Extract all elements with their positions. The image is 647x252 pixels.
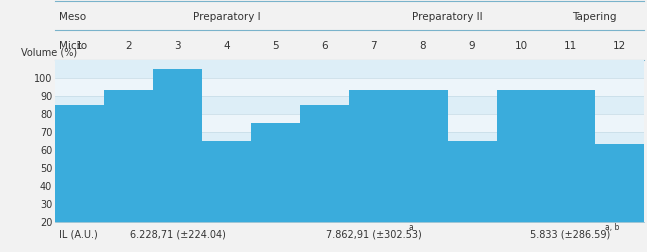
Bar bbox=[349, 90, 399, 222]
Text: Volume (%): Volume (%) bbox=[21, 48, 77, 58]
Bar bbox=[55, 96, 644, 114]
Bar bbox=[55, 132, 644, 150]
Bar bbox=[300, 105, 349, 222]
Text: 10: 10 bbox=[514, 42, 528, 51]
Text: 11: 11 bbox=[564, 42, 576, 51]
Bar bbox=[55, 114, 644, 132]
Text: Preparatory I: Preparatory I bbox=[193, 12, 261, 22]
Text: Preparatory II: Preparatory II bbox=[412, 12, 483, 22]
Text: 4: 4 bbox=[223, 42, 230, 51]
Text: 1: 1 bbox=[76, 42, 83, 51]
Bar bbox=[251, 122, 300, 222]
Bar bbox=[595, 144, 644, 222]
Text: 12: 12 bbox=[613, 42, 626, 51]
Bar bbox=[545, 90, 595, 222]
Text: Micro: Micro bbox=[59, 42, 87, 51]
Text: 2: 2 bbox=[126, 42, 132, 51]
Bar bbox=[55, 204, 644, 222]
Text: 7.862,91 (±302.53): 7.862,91 (±302.53) bbox=[326, 230, 422, 240]
Bar bbox=[55, 78, 644, 96]
Text: 3: 3 bbox=[174, 42, 181, 51]
Text: a: a bbox=[408, 224, 413, 233]
Bar bbox=[399, 90, 448, 222]
Text: 5: 5 bbox=[272, 42, 279, 51]
Bar bbox=[55, 105, 104, 222]
Text: 6: 6 bbox=[322, 42, 328, 51]
Bar bbox=[448, 141, 497, 222]
Bar bbox=[55, 150, 644, 168]
Bar bbox=[55, 168, 644, 185]
Bar bbox=[55, 59, 644, 78]
Bar bbox=[153, 69, 202, 222]
Bar bbox=[497, 90, 545, 222]
Text: IL (A.U.): IL (A.U.) bbox=[59, 230, 98, 240]
Text: 7: 7 bbox=[371, 42, 377, 51]
Text: Meso: Meso bbox=[59, 12, 86, 22]
Text: 5.833 (±286.59): 5.833 (±286.59) bbox=[530, 230, 610, 240]
Text: 9: 9 bbox=[468, 42, 476, 51]
Text: Tapering: Tapering bbox=[573, 12, 617, 22]
Text: a, b: a, b bbox=[604, 224, 619, 233]
Bar bbox=[202, 141, 251, 222]
Bar bbox=[104, 90, 153, 222]
Text: 6.228,71 (±224.04): 6.228,71 (±224.04) bbox=[129, 230, 226, 240]
Bar bbox=[55, 185, 644, 204]
Text: 8: 8 bbox=[420, 42, 426, 51]
